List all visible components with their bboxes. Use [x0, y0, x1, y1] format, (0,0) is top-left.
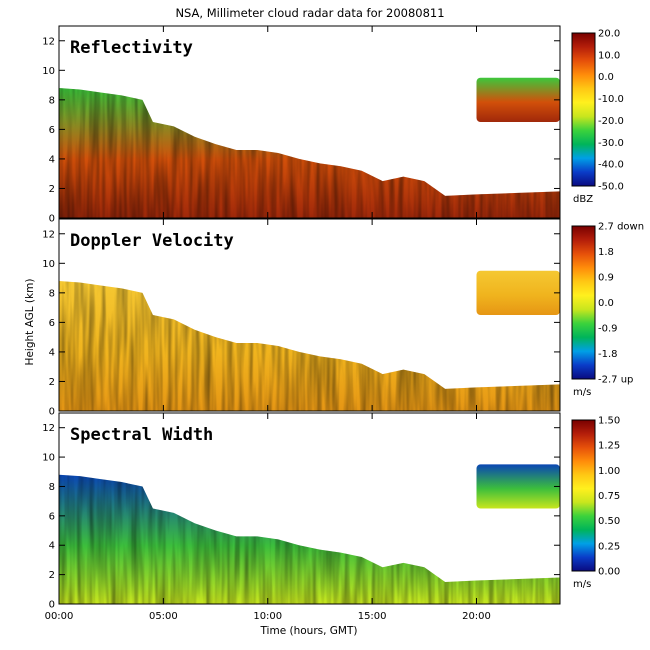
- colorbar-tick-label: -10.0: [598, 94, 624, 105]
- colorbar-tick-label: 10.0: [598, 50, 620, 61]
- radar-field: [59, 270, 560, 411]
- colorbar-tick-label: -2.7 up: [598, 375, 633, 386]
- y-tick-label: 4: [49, 347, 55, 358]
- colorbar-tick-label: 1.25: [598, 441, 620, 452]
- colorbar-tick-label: 20.0: [598, 29, 620, 40]
- colorbar-scale: [571, 32, 596, 187]
- y-tick-label: 6: [49, 511, 55, 522]
- y-tick-label: 2: [49, 377, 55, 388]
- x-tick-label: 10:00: [253, 611, 282, 622]
- upper-cloud-layer: [476, 270, 560, 315]
- panel-title: Spectral Width: [70, 425, 213, 445]
- y-tick-label: 8: [49, 95, 55, 106]
- y-tick-label: 12: [42, 423, 55, 434]
- y-tick-label: 8: [49, 482, 55, 493]
- radar-field: [59, 77, 560, 218]
- y-tick-label: 4: [49, 154, 55, 165]
- colorbar-tick-label: 0.75: [598, 491, 620, 502]
- colorbar: 20.0 10.0 0.0 -10.0 -20.0 -30.0 -40.0 -50.0 dBZ: [571, 29, 624, 205]
- colorbar-tick-label: -50.0: [598, 182, 624, 193]
- y-tick-label: 6: [49, 125, 55, 136]
- colorbar-tick-label: 2.7 down: [598, 222, 644, 233]
- panel-spectral-width: 0 2 4 6 8 10 12 Spectral Width 1.50 1.25 1.00 0.75 0…: [42, 412, 620, 611]
- colorbar-tick-label: -40.0: [598, 160, 624, 171]
- colorbar-tick-label: 1.50: [598, 416, 620, 427]
- colorbar-tick-label: 0.0: [598, 72, 614, 83]
- y-tick-label: 0: [49, 214, 55, 225]
- y-tick-label: 2: [49, 184, 55, 195]
- y-tick-label: 10: [42, 453, 55, 464]
- colorbar-tick-label: -0.9: [598, 324, 618, 335]
- x-tick-label: 05:00: [149, 611, 178, 622]
- colorbar: 2.7 down 1.8 0.9 0.0 -0.9 -1.8 -2.7 up m/s: [571, 222, 644, 398]
- colorbar-scale: [571, 419, 596, 572]
- plot-frame: [58, 412, 561, 605]
- upper-cloud-layer: [476, 464, 560, 509]
- colorbar-tick-label: 0.25: [598, 541, 620, 552]
- colorbar-unit: m/s: [573, 387, 591, 398]
- plot-frame: [58, 25, 561, 219]
- plot-frame: [58, 218, 561, 412]
- x-axis-label: Time (hours, GMT): [259, 625, 357, 637]
- colorbar-tick-label: 0.00: [598, 567, 620, 578]
- x-tick-label: 20:00: [462, 611, 491, 622]
- colorbar-tick-label: 1.8: [598, 247, 614, 258]
- colorbar-scale: [571, 225, 596, 380]
- colorbar-tick-label: 0.0: [598, 298, 614, 309]
- y-tick-label: 8: [49, 288, 55, 299]
- cloud-texture: [59, 281, 560, 411]
- radar-field: [59, 464, 560, 604]
- colorbar-tick-label: 1.00: [598, 466, 620, 477]
- y-tick-label: 2: [49, 570, 55, 581]
- colorbar: 1.50 1.25 1.00 0.75 0.50 0.25 0.00 m/s: [571, 416, 620, 590]
- y-tick-label: 10: [42, 66, 55, 77]
- y-tick-label: 12: [42, 36, 55, 47]
- figure-title: NSA, Millimeter cloud radar data for 200…: [175, 6, 444, 20]
- y-tick-label: 4: [49, 541, 55, 552]
- x-tick-label: 00:00: [45, 611, 74, 622]
- x-tick-label: 15:00: [358, 611, 387, 622]
- y-tick-label: 12: [42, 229, 55, 240]
- panel-doppler-velocity: 0 2 4 6 8 10 12 Doppler Velocity 2.7 down 1.8 0.9 0…: [42, 218, 644, 418]
- colorbar-tick-label: -1.8: [598, 349, 618, 360]
- panel-title: Reflectivity: [70, 38, 193, 58]
- panel-reflectivity: 0 2 4 6 8 10 12 Reflectivity 20.0 10.0 0.0 -10.0 -20…: [42, 25, 624, 225]
- upper-cloud-layer: [476, 77, 560, 122]
- colorbar-unit: m/s: [573, 579, 591, 590]
- colorbar-tick-label: 0.9: [598, 273, 614, 284]
- cloud-texture: [59, 88, 560, 218]
- colorbar-tick-label: 0.50: [598, 516, 620, 527]
- y-tick-label: 10: [42, 259, 55, 270]
- y-axis-label: Height AGL (km): [24, 279, 36, 366]
- cloud-texture: [59, 474, 560, 604]
- colorbar-tick-label: -30.0: [598, 138, 624, 149]
- y-tick-label: 0: [49, 407, 55, 418]
- y-tick-label: 0: [49, 600, 55, 611]
- y-tick-label: 6: [49, 318, 55, 329]
- panel-title: Doppler Velocity: [70, 231, 234, 251]
- colorbar-tick-label: -20.0: [598, 116, 624, 127]
- colorbar-unit: dBZ: [573, 194, 593, 205]
